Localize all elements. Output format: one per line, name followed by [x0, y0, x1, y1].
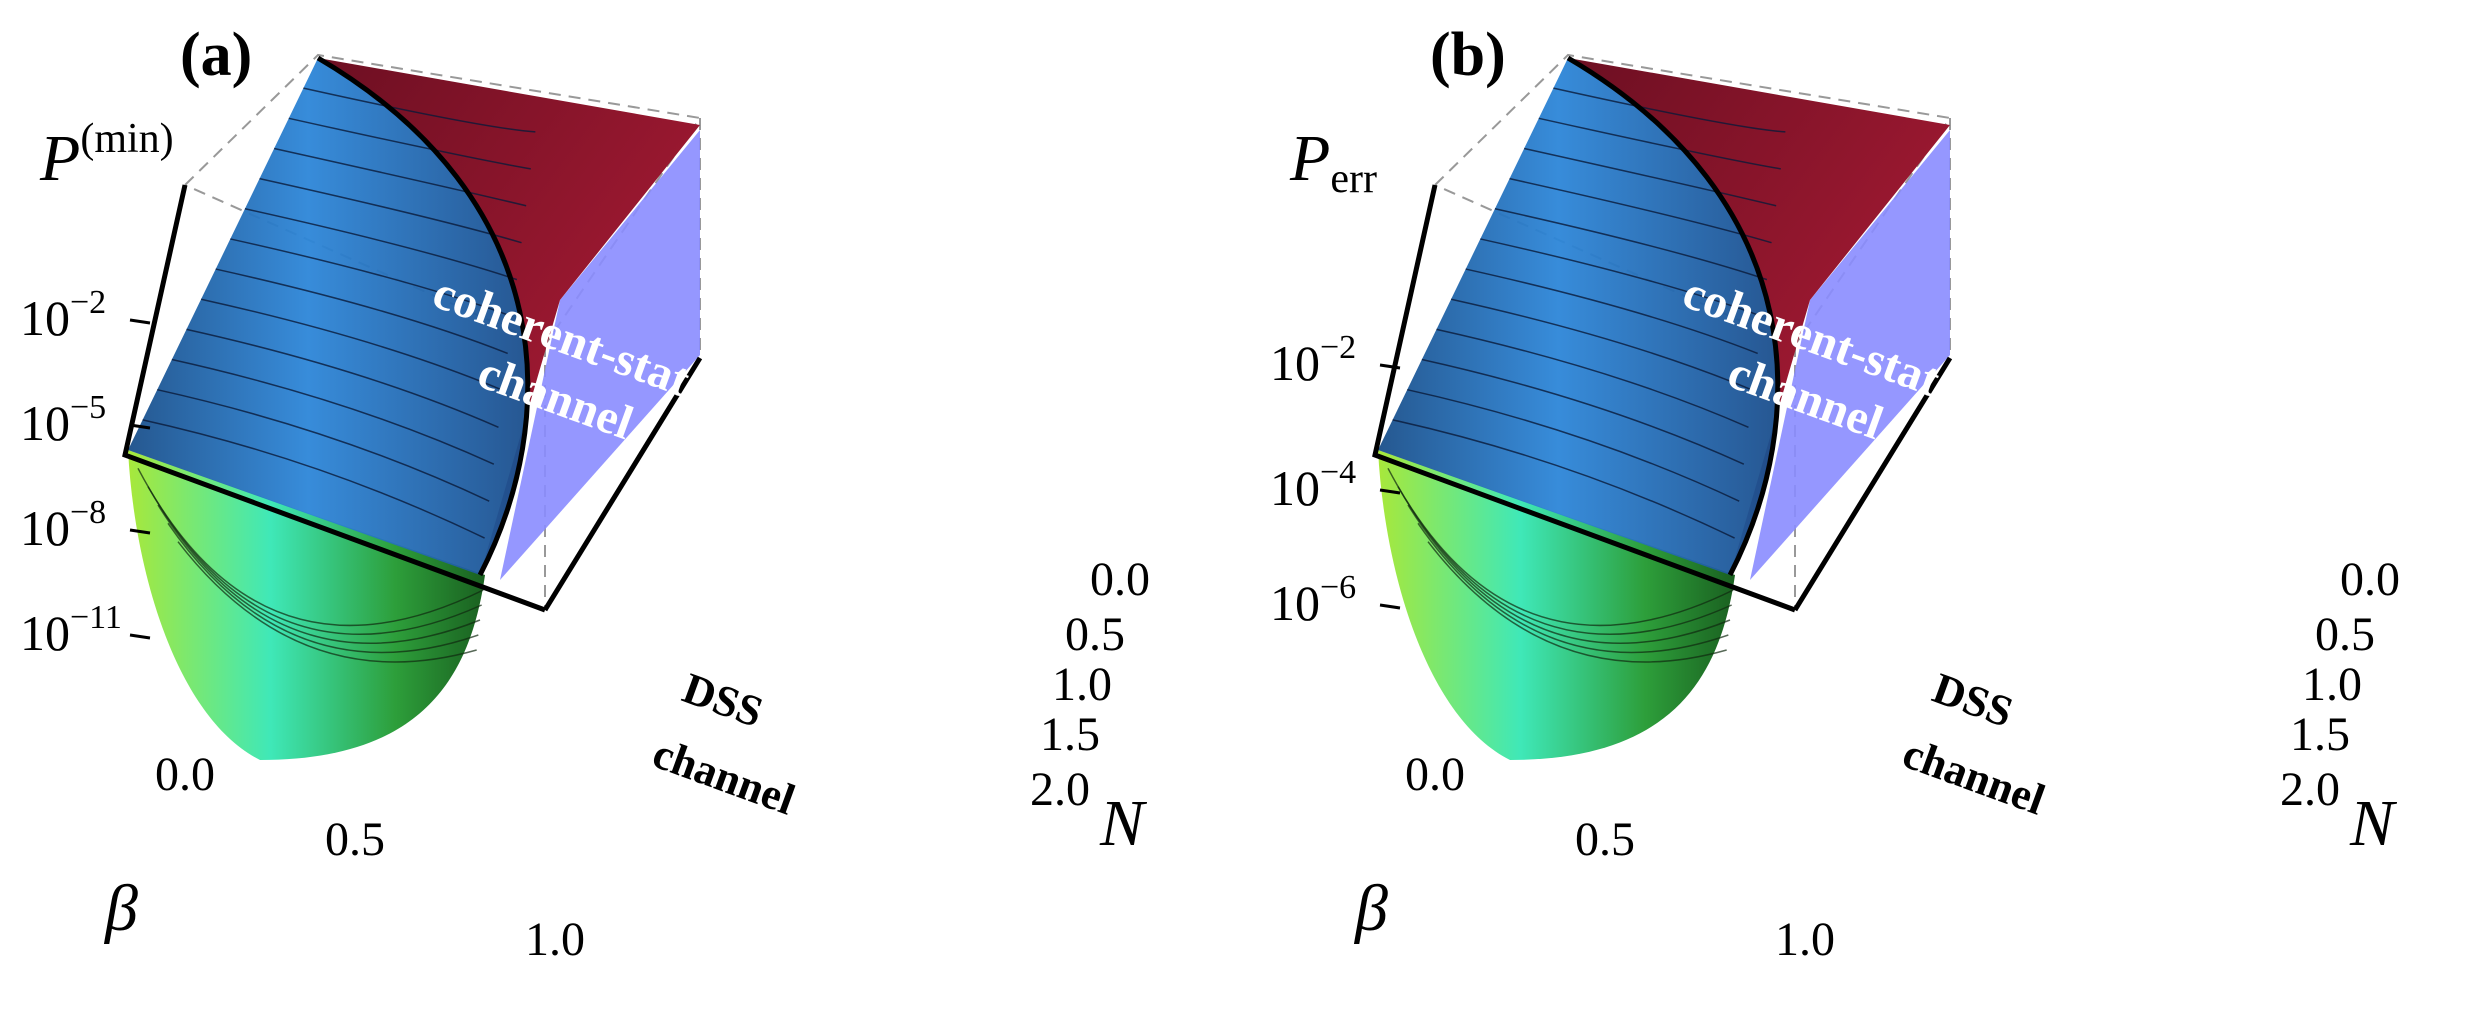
contour-line [215, 268, 508, 355]
z-tick-mark [129, 423, 151, 430]
dss-surface [1378, 450, 1735, 760]
z-tick-mark [1379, 363, 1401, 370]
x-tick-label: 1.0 [1775, 913, 1835, 966]
x-tick-label: 0.5 [325, 813, 385, 866]
contour-line [1523, 147, 1777, 207]
contour-line [303, 87, 536, 133]
threshold-label: βth(N) [2104, 206, 2255, 284]
x-tick-label: 1.0 [525, 913, 585, 966]
contour-line [1427, 541, 1727, 663]
dss-label-line1: DSS [1927, 663, 2020, 737]
contour-line [1465, 268, 1758, 355]
contour-line [147, 486, 482, 635]
panel-label: (a) [180, 21, 252, 89]
y-axis-label: N [1099, 787, 1148, 860]
axis-z-x [122, 184, 546, 613]
contour-line [177, 541, 477, 663]
y-tick-label: 0.5 [2315, 608, 2375, 661]
contour-line [1417, 522, 1729, 654]
z-tick-label: 10−2 [1270, 329, 1356, 391]
z-tick-mark [129, 318, 151, 325]
z-tick-mark [1379, 603, 1401, 610]
dss-surface [128, 450, 485, 760]
z-axis-label: P(min) [39, 116, 174, 195]
y-tick-label: 2.0 [1030, 763, 1090, 816]
coherent-surface [128, 58, 528, 575]
contour-line [186, 328, 499, 428]
panel-a: (a)P(min)10−210−510−810−110.00.51.0β0.00… [20, 21, 1150, 966]
panel-b: (b)Perr10−210−410−60.00.51.0β0.00.51.01.… [1270, 21, 2400, 966]
dss-label-line1: DSS [677, 663, 770, 737]
contour-line [288, 117, 531, 170]
z-tick-label: 10−11 [20, 599, 122, 661]
y-tick-label: 1.0 [1052, 658, 1112, 711]
contour-line [1392, 419, 1735, 539]
x-axis-label: β [1353, 872, 1388, 945]
box-top-edges [184, 53, 702, 347]
dss-label-line2: channel [647, 728, 802, 824]
contour-line [1436, 328, 1749, 428]
y-tick-label: 0.0 [2340, 553, 2400, 606]
contour-line [273, 147, 527, 207]
z-tick-mark [129, 633, 151, 640]
threshold-label: βth(N) [854, 206, 1005, 284]
y-tick-label: 2.0 [2280, 763, 2340, 816]
y-tick-label: 1.5 [2290, 708, 2350, 761]
x-tick-label: 0.0 [1405, 748, 1465, 801]
z-tick-label: 10−8 [20, 494, 106, 556]
z-tick-mark [129, 528, 151, 535]
z-tick-label: 10−4 [1270, 454, 1356, 516]
x-tick-label: 0.0 [155, 748, 215, 801]
threshold-curve [316, 55, 531, 577]
contour-line [1421, 358, 1745, 465]
contour-line [1480, 238, 1763, 318]
x-tick-label: 0.5 [1575, 813, 1635, 866]
contour-line [1450, 298, 1754, 392]
contour-line [142, 419, 485, 539]
threshold-surface [318, 58, 700, 575]
contour-line [157, 388, 490, 502]
z-tick-label: 10−2 [20, 284, 106, 346]
contour-line [167, 522, 479, 654]
contour-line [1407, 504, 1731, 645]
contour-line [259, 177, 522, 244]
z-tick-label: 10−6 [1270, 569, 1356, 631]
y-tick-label: 0.5 [1065, 608, 1125, 661]
axis-y [1792, 356, 1953, 612]
threshold-surface [1568, 58, 1950, 575]
z-axis-label: Perr [1289, 122, 1377, 202]
z-tick-label: 10−5 [20, 389, 106, 451]
contour-line [157, 504, 481, 645]
axis-y [542, 356, 703, 612]
contour-line [1538, 117, 1781, 170]
threshold-curve [1566, 55, 1781, 577]
y-tick-label: 0.0 [1090, 553, 1150, 606]
contour-line [1509, 177, 1772, 244]
contour-line [1397, 486, 1732, 635]
dss-label-line2: channel [1897, 728, 2052, 824]
contour-line [1494, 208, 1768, 281]
contour-line [1553, 87, 1786, 133]
plane-surface [1750, 130, 1950, 580]
plane-surface [500, 130, 700, 580]
z-tick-mark [1379, 488, 1401, 495]
y-tick-label: 1.5 [1040, 708, 1100, 761]
contour-line [200, 298, 504, 392]
box-top-edges [1434, 53, 1952, 347]
contour-line [230, 238, 513, 318]
axis-z-x [1372, 184, 1796, 613]
contour-line [171, 358, 495, 465]
panel-label: (b) [1430, 21, 1506, 89]
contour-line [244, 208, 518, 281]
y-tick-label: 1.0 [2302, 658, 2362, 711]
contour-line [1407, 388, 1740, 502]
y-axis-label: N [2349, 787, 2398, 860]
coherent-surface [1378, 58, 1778, 575]
x-axis-label: β [103, 872, 138, 945]
